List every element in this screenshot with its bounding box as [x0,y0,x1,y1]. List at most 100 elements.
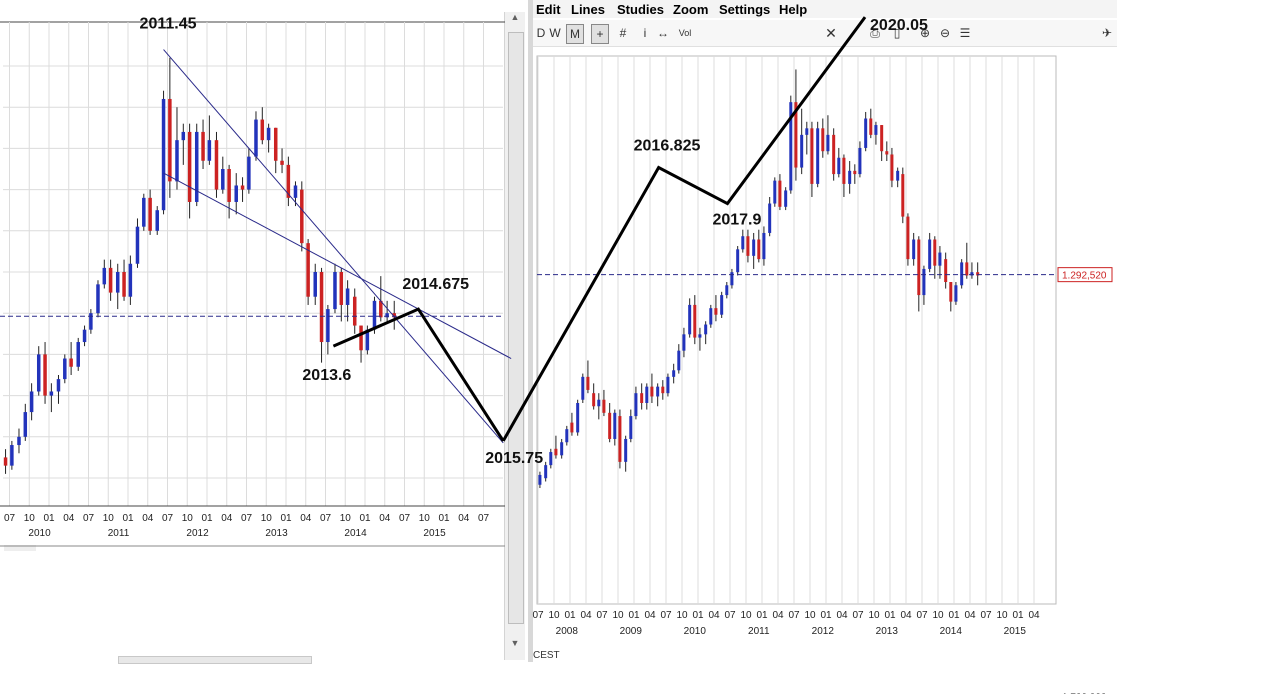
left-candle [319,272,324,343]
crosshair-button[interactable]: + [591,24,609,44]
left-candle [345,288,350,305]
left-candle [135,226,140,264]
right-candle [933,239,937,266]
volume-button[interactable]: Vol [678,28,692,38]
lower-pane-label [4,545,36,551]
layout-icon[interactable]: ☰ [959,26,971,40]
left-x-month-label: 04 [63,513,75,524]
left-candle [108,267,113,293]
right-x-year-label: 2013 [876,626,899,637]
zoom-in-icon[interactable]: ⊕ [919,26,931,40]
close-icon[interactable]: ✕ [825,25,837,41]
left-x-month-label: 01 [359,513,371,524]
right-candle [581,376,585,400]
print-icon[interactable]: ⎙ [870,26,880,40]
left-x-month-label: 07 [4,513,16,524]
monthly-button[interactable]: M [566,24,584,44]
forecast-annotations: 2011.45 2013.6 2014.675 2015.75 2016.825 2017… [140,16,928,467]
scroll-button[interactable]: ↔ [657,26,669,40]
right-candle [698,334,702,338]
right-x-month-label: 04 [900,610,912,621]
right-candle [645,386,649,403]
menu-zoom[interactable]: Zoom [673,2,709,17]
right-candle [720,295,724,315]
right-candle [832,134,836,175]
left-vertical-scrollbar[interactable]: ▲ ▼ [504,12,525,660]
right-y-tick-label: 1.400,000 [1062,693,1107,694]
left-x-month-label: 04 [142,513,154,524]
right-candle [666,376,670,394]
right-candle [954,285,958,302]
menu-lines[interactable]: Lines [571,2,605,17]
daily-button[interactable]: D [536,26,546,40]
right-y-tick-label: 1.800,000 [1062,693,1107,694]
menu-settings[interactable]: Settings [719,2,771,17]
right-candle [544,465,548,479]
right-candle [965,262,969,276]
right-y-tick-label: 1.600,000 [1062,693,1107,694]
scroll-down-icon[interactable]: ▼ [510,638,520,648]
right-candle [938,252,942,266]
right-candle [848,170,852,184]
left-candle [392,313,396,318]
right-candle [682,334,686,351]
right-candle [944,259,948,283]
left-x-year-label: 2012 [186,528,209,539]
right-candle [874,125,878,135]
left-candle [148,197,152,231]
right-axes: 300,000400,000500,000600,000700,000800,0… [532,267,1113,694]
left-forecast-line [332,307,505,442]
left-x-year-label: 2013 [265,528,288,539]
right-candle [816,128,820,184]
left-candle [49,391,54,396]
grid-button[interactable]: # [619,26,627,40]
right-candle [906,216,910,260]
right-candle [917,239,921,296]
left-candle [247,156,251,190]
left-candle [379,300,383,318]
right-y-tick-label: 1.200,000 [1062,693,1107,694]
zoom-out-icon[interactable]: ⊖ [939,26,951,40]
left-candle [207,140,212,161]
right-candle [629,416,633,439]
zoom-page-icon[interactable]: ▯ [893,26,901,40]
right-candle [922,268,926,296]
right-candle [912,239,916,260]
left-candle [286,164,291,198]
scroll-up-icon[interactable]: ▲ [510,12,520,22]
right-candle [768,203,772,233]
horizontal-scroll-tab[interactable] [118,656,312,664]
left-candle [306,243,310,297]
right-candle [901,174,905,217]
right-candle [656,386,660,397]
right-candle [592,393,596,407]
right-candle [752,239,756,256]
right-x-month-label: 10 [548,610,560,621]
right-x-year-label: 2014 [940,626,963,637]
pin-icon[interactable]: ✈ [1101,26,1113,40]
right-x-month-label: 07 [724,610,736,621]
weekly-button[interactable]: W [549,26,561,40]
right-candle [597,399,601,407]
forecast-annotation: 2014.675 [402,276,469,293]
forecast-annotation: 2015.75 [485,450,543,467]
left-x-month-label: 07 [83,513,95,524]
right-candle [784,190,788,207]
left-candle [280,160,284,165]
right-candle [576,403,580,433]
scrollbar-thumb[interactable] [508,32,524,624]
panel-divider[interactable] [528,0,533,662]
right-candle [613,412,617,439]
info-button[interactable]: i [643,26,647,40]
right-x-month-label: 04 [708,610,720,621]
right-candle [885,151,889,155]
menu-help[interactable]: Help [779,2,808,17]
right-candle [704,324,708,335]
right-candle [538,474,542,485]
forecast-annotation: 2017.9 [712,212,761,229]
menu-edit[interactable]: Edit [536,2,561,17]
menu-studies[interactable]: Studies [617,2,664,17]
right-candle [757,239,761,260]
left-candle [240,185,245,190]
